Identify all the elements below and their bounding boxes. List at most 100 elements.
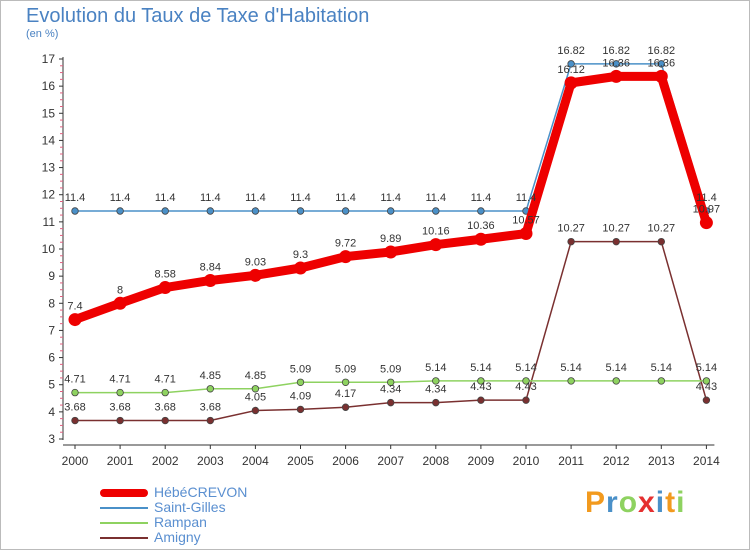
data-point	[522, 377, 530, 385]
data-label: 4.85	[245, 370, 266, 382]
data-label: 10.36	[467, 220, 495, 232]
data-label: 11.4	[290, 192, 311, 204]
data-point	[203, 273, 217, 287]
data-point	[657, 237, 665, 246]
data-label: 10.27	[648, 223, 676, 235]
data-point	[612, 377, 620, 385]
legend-label: HébéCREVON	[154, 484, 248, 500]
data-point	[158, 281, 172, 295]
data-label: 11.4	[471, 192, 492, 204]
data-label: 5.14	[696, 362, 717, 374]
x-tick-label: 2007	[377, 454, 404, 468]
y-tick-label: 14	[42, 133, 56, 147]
chart-title: Evolution du Taux de Taxe d'Habitation	[26, 5, 370, 27]
data-point	[116, 207, 124, 215]
data-point	[387, 398, 395, 407]
y-tick-label: 13	[42, 161, 56, 175]
logo-letter: t	[665, 486, 677, 519]
y-tick-label: 15	[42, 106, 56, 120]
data-point	[387, 378, 395, 386]
data-point	[116, 388, 124, 397]
data-label: 11.4	[155, 192, 176, 204]
data-label: 5.14	[560, 362, 581, 374]
data-label: 4.71	[109, 374, 130, 386]
data-point	[477, 396, 485, 404]
legend-swatch-amigny	[100, 537, 148, 539]
data-point	[206, 207, 214, 215]
data-label: 11.4	[380, 192, 401, 204]
data-label: 4.43	[470, 381, 491, 393]
data-label: 5.09	[380, 363, 401, 375]
data-label: 4.05	[245, 392, 266, 404]
data-label: 4.09	[290, 390, 311, 402]
data-label: 11.4	[696, 192, 717, 204]
data-label: 11.4	[426, 192, 447, 204]
logo-letter: i	[655, 486, 666, 519]
data-point	[612, 237, 620, 246]
y-tick-label: 4	[48, 405, 55, 419]
y-tick-label: 9	[48, 269, 55, 283]
data-label: 4.71	[64, 374, 85, 386]
data-label: 10.97	[693, 204, 721, 216]
x-tick-label: 2003	[197, 454, 224, 468]
data-label: 16.82	[648, 45, 676, 57]
data-point	[429, 238, 443, 252]
proxiti-logo: Proxiti	[585, 486, 685, 520]
data-point	[432, 398, 440, 407]
data-label: 11.4	[65, 192, 86, 204]
legend-swatch-rampan	[100, 522, 148, 524]
legend-label: Rampan	[154, 514, 207, 530]
data-label: 9.89	[380, 233, 401, 245]
data-point	[702, 396, 711, 404]
data-point	[567, 60, 575, 68]
data-label: 16.36	[602, 57, 630, 69]
data-point	[519, 227, 533, 241]
x-tick-label: 2014	[693, 454, 720, 468]
data-label: 3.68	[154, 402, 175, 414]
data-label: 10.27	[557, 223, 585, 235]
legend-swatch-hebecrevon	[100, 489, 148, 497]
data-point	[702, 377, 711, 385]
data-label: 4.34	[425, 384, 446, 396]
data-label: 11.4	[516, 192, 537, 204]
data-label: 16.82	[602, 45, 630, 57]
data-label: 8.84	[200, 261, 221, 273]
y-tick-label: 5	[48, 378, 55, 392]
data-point	[477, 377, 485, 385]
data-label: 9.3	[293, 249, 308, 261]
data-point	[206, 416, 214, 425]
data-point	[567, 237, 575, 246]
legend-label: Amigny	[154, 529, 201, 545]
y-tick-label: 10	[42, 242, 56, 256]
data-point	[161, 388, 169, 397]
x-tick-label: 2010	[513, 454, 540, 468]
data-label: 5.14	[651, 362, 672, 374]
data-label: 10.27	[602, 223, 630, 235]
data-point	[477, 207, 485, 215]
data-point	[206, 385, 214, 393]
legend-label: Saint-Gilles	[154, 499, 226, 515]
data-label: 16.36	[648, 57, 676, 69]
x-tick-label: 2006	[332, 454, 359, 468]
data-label: 11.4	[245, 192, 266, 204]
data-point	[567, 377, 575, 385]
logo-letter: x	[638, 486, 656, 519]
data-point	[432, 207, 440, 215]
x-tick-label: 2013	[648, 454, 675, 468]
chart-series	[68, 60, 713, 425]
data-label: 9.03	[245, 256, 266, 268]
data-point	[657, 60, 665, 68]
data-point	[161, 207, 169, 215]
x-tick-label: 2008	[422, 454, 449, 468]
data-point	[296, 207, 305, 215]
chart-axes: 3 4 5 6 7 8 9 10 11 12 13 14 15 16 17 2000 2001 2002 2003 2…	[42, 52, 720, 468]
data-point	[294, 261, 307, 275]
x-tick-label: 2011	[558, 454, 584, 468]
x-tick-label: 2009	[468, 454, 495, 468]
data-point	[113, 296, 127, 310]
data-point	[68, 313, 82, 327]
data-point	[248, 268, 262, 282]
data-point	[609, 69, 623, 83]
data-label: 16.12	[557, 64, 585, 76]
